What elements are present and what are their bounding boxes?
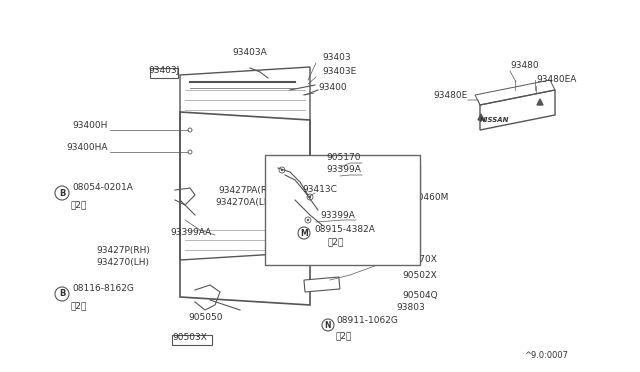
Text: 93427P(RH): 93427P(RH) bbox=[96, 246, 150, 255]
Text: N: N bbox=[324, 321, 332, 330]
Text: 93403: 93403 bbox=[322, 53, 351, 62]
Text: 90503X: 90503X bbox=[172, 333, 207, 342]
Text: 93400H: 93400H bbox=[72, 121, 108, 130]
Polygon shape bbox=[478, 114, 484, 120]
Text: M: M bbox=[300, 228, 308, 237]
Text: 90460M: 90460M bbox=[412, 193, 449, 202]
Text: 93403A: 93403A bbox=[232, 48, 268, 57]
Text: 93399A: 93399A bbox=[320, 211, 355, 220]
Text: 93399A: 93399A bbox=[326, 165, 361, 174]
Circle shape bbox=[281, 169, 283, 171]
Bar bbox=[304, 277, 340, 292]
Text: 90502X: 90502X bbox=[402, 271, 436, 280]
Text: B: B bbox=[59, 289, 65, 298]
Text: 90504Q: 90504Q bbox=[402, 291, 438, 300]
Text: 08054-0201A: 08054-0201A bbox=[72, 183, 133, 192]
Circle shape bbox=[307, 219, 309, 221]
Polygon shape bbox=[537, 99, 543, 105]
Text: 90570X: 90570X bbox=[402, 255, 437, 264]
Text: 93480E: 93480E bbox=[434, 91, 468, 100]
Text: NISSAN: NISSAN bbox=[480, 117, 509, 123]
Circle shape bbox=[308, 196, 311, 198]
Text: ^9.0:0007: ^9.0:0007 bbox=[524, 351, 568, 360]
Text: 08915-4382A: 08915-4382A bbox=[314, 225, 375, 234]
Text: 93480EA: 93480EA bbox=[536, 75, 577, 84]
Text: （2）: （2） bbox=[336, 331, 353, 340]
Text: 93400HA: 93400HA bbox=[67, 143, 108, 152]
Text: （2）: （2） bbox=[328, 237, 344, 246]
Text: 93413C: 93413C bbox=[302, 185, 337, 194]
Bar bbox=[265, 155, 420, 265]
Text: 934270A(LH): 934270A(LH) bbox=[215, 198, 274, 207]
Text: 93399AA: 93399AA bbox=[170, 228, 211, 237]
Text: 93403E: 93403E bbox=[322, 67, 356, 76]
Text: 93427PA(RH): 93427PA(RH) bbox=[218, 186, 277, 195]
Text: 93480: 93480 bbox=[510, 61, 539, 70]
Text: B: B bbox=[59, 189, 65, 198]
Bar bbox=[150, 68, 178, 78]
Text: 93403J: 93403J bbox=[148, 66, 180, 75]
Bar bbox=[172, 335, 212, 345]
Text: 08116-8162G: 08116-8162G bbox=[72, 284, 134, 293]
Text: 934270(LH): 934270(LH) bbox=[96, 258, 149, 267]
Text: （2）: （2） bbox=[70, 200, 86, 209]
Text: 08911-1062G: 08911-1062G bbox=[336, 316, 398, 325]
Text: 905170: 905170 bbox=[326, 153, 360, 162]
Text: （2）: （2） bbox=[70, 301, 86, 310]
Text: 93803: 93803 bbox=[396, 303, 425, 312]
Text: 93400: 93400 bbox=[318, 83, 347, 92]
Text: 905050: 905050 bbox=[188, 313, 223, 322]
